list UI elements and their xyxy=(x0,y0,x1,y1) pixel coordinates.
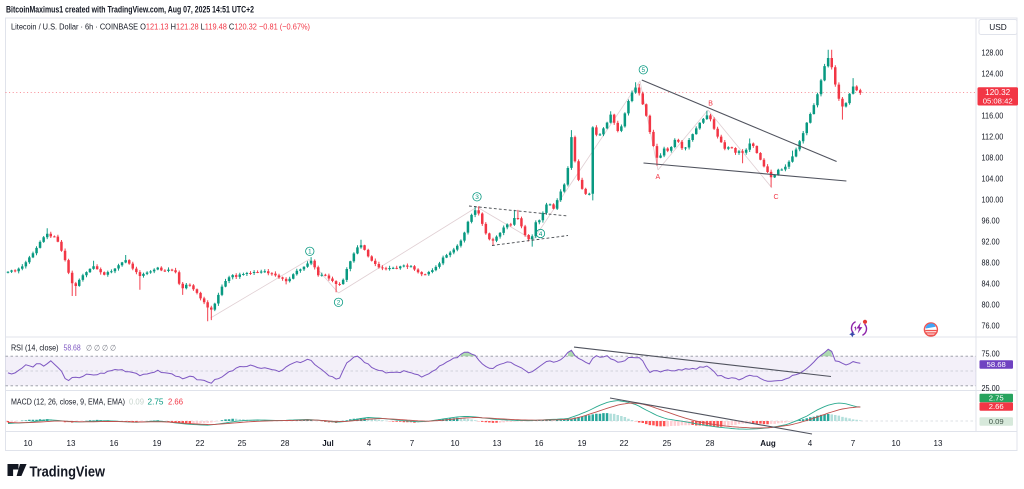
svg-text:7: 7 xyxy=(410,439,415,448)
svg-text:76.00: 76.00 xyxy=(982,321,1001,330)
svg-text:0.09: 0.09 xyxy=(129,396,144,406)
svg-text:120.32: 120.32 xyxy=(985,88,1010,97)
svg-text:96.00: 96.00 xyxy=(982,216,1001,225)
svg-text:5: 5 xyxy=(641,67,645,74)
svg-text:22: 22 xyxy=(196,439,205,448)
svg-text:MACD (12, 26, close, 9, EMA, E: MACD (12, 26, close, 9, EMA, EMA) xyxy=(11,396,125,406)
svg-text:Jul: Jul xyxy=(322,439,334,448)
svg-text:4: 4 xyxy=(539,231,543,238)
svg-text:108.00: 108.00 xyxy=(982,153,1004,162)
svg-text:58.68: 58.68 xyxy=(64,342,81,352)
svg-text:B: B xyxy=(708,101,713,108)
svg-text:128.00: 128.00 xyxy=(982,48,1004,57)
svg-text:2: 2 xyxy=(337,300,341,307)
svg-text:19: 19 xyxy=(153,439,162,448)
svg-text:4: 4 xyxy=(808,439,813,448)
svg-text:58.68: 58.68 xyxy=(987,360,1006,369)
svg-text:13: 13 xyxy=(934,439,943,448)
svg-text:1: 1 xyxy=(308,249,312,256)
svg-text:10: 10 xyxy=(892,439,901,448)
svg-text:112.00: 112.00 xyxy=(982,132,1004,141)
svg-text:100.00: 100.00 xyxy=(982,195,1004,204)
svg-text:25.00: 25.00 xyxy=(982,384,1001,393)
svg-text:10: 10 xyxy=(451,439,460,448)
svg-text:2.66: 2.66 xyxy=(168,396,183,406)
svg-text:88.00: 88.00 xyxy=(982,258,1001,267)
svg-text:16: 16 xyxy=(110,439,119,448)
svg-text:7: 7 xyxy=(851,439,856,448)
svg-text:22: 22 xyxy=(620,439,629,448)
svg-text:2.75: 2.75 xyxy=(148,396,164,406)
svg-text:BitcoinMaximus1 created with T: BitcoinMaximus1 created with TradingView… xyxy=(6,5,254,15)
svg-text:05:08:42: 05:08:42 xyxy=(983,96,1013,105)
svg-text:28: 28 xyxy=(281,439,290,448)
svg-text:2.66: 2.66 xyxy=(989,402,1004,411)
svg-text:∅ ∅ ∅ ∅: ∅ ∅ ∅ ∅ xyxy=(86,343,116,352)
svg-text:10: 10 xyxy=(24,439,33,448)
svg-text:116.00: 116.00 xyxy=(982,111,1004,120)
svg-text:A: A xyxy=(655,174,660,181)
svg-text:0.09: 0.09 xyxy=(989,417,1004,426)
svg-text:25: 25 xyxy=(238,439,247,448)
svg-text:C: C xyxy=(773,194,778,201)
svg-text:3: 3 xyxy=(475,194,479,201)
svg-text:75.00: 75.00 xyxy=(982,350,1001,359)
svg-text:Aug: Aug xyxy=(760,439,776,448)
svg-text:USD: USD xyxy=(989,22,1007,32)
svg-text:RSI (14, close): RSI (14, close) xyxy=(11,342,59,352)
svg-text:13: 13 xyxy=(493,439,502,448)
svg-text:16: 16 xyxy=(535,439,544,448)
svg-text:104.00: 104.00 xyxy=(982,174,1004,183)
svg-text:92.00: 92.00 xyxy=(982,237,1001,246)
svg-text:2.75: 2.75 xyxy=(989,394,1004,403)
svg-text:13: 13 xyxy=(67,439,76,448)
svg-text:124.00: 124.00 xyxy=(982,69,1004,78)
svg-text:4: 4 xyxy=(367,439,372,448)
svg-text:19: 19 xyxy=(578,439,587,448)
svg-text:80.00: 80.00 xyxy=(982,300,1001,309)
svg-text:Litecoin / U.S. Dollar · 6h ·: Litecoin / U.S. Dollar · 6h · COINBASE O… xyxy=(11,22,310,32)
svg-text:84.00: 84.00 xyxy=(982,279,1001,288)
svg-text:25: 25 xyxy=(663,439,672,448)
svg-text:28: 28 xyxy=(706,439,715,448)
svg-text:TradingView: TradingView xyxy=(30,464,106,480)
